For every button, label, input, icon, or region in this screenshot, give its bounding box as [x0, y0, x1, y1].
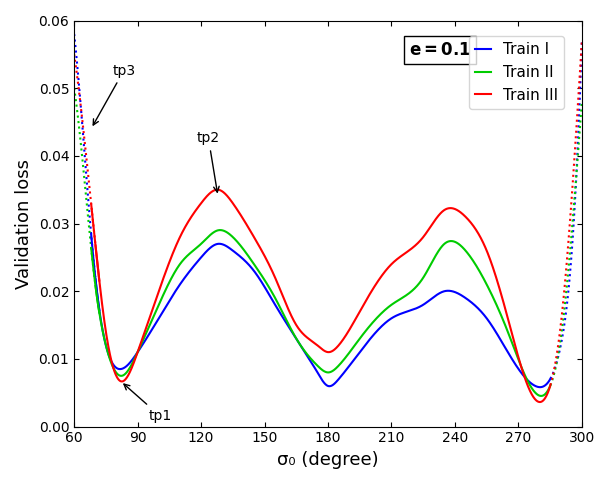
X-axis label: σ₀ (degree): σ₀ (degree)	[277, 451, 379, 469]
Text: tp3: tp3	[93, 63, 135, 125]
Legend: Train I, Train II, Train III: Train I, Train II, Train III	[469, 36, 564, 109]
Text: $\mathbf{e = 0.1}$: $\mathbf{e = 0.1}$	[409, 41, 471, 59]
Text: tp1: tp1	[124, 384, 171, 423]
Y-axis label: Validation loss: Validation loss	[15, 159, 33, 288]
Text: tp2: tp2	[197, 131, 220, 192]
